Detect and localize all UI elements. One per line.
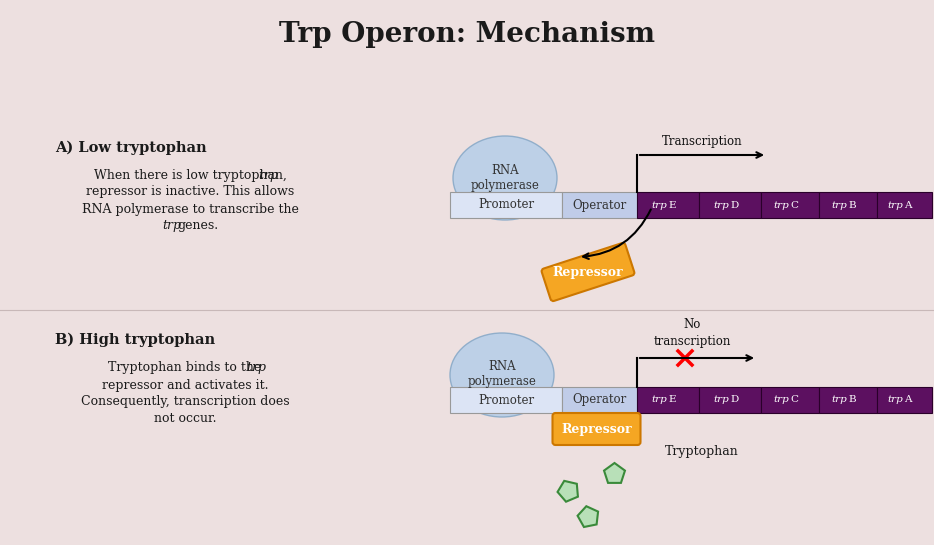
FancyBboxPatch shape (637, 387, 699, 413)
Text: E: E (668, 201, 675, 209)
Text: Consequently, transcription does: Consequently, transcription does (80, 396, 290, 409)
Text: trp: trp (651, 201, 667, 209)
Text: trp: trp (651, 396, 667, 404)
Text: RNA polymerase to transcribe the: RNA polymerase to transcribe the (81, 203, 299, 215)
Text: C: C (790, 396, 798, 404)
Text: trp: trp (831, 396, 847, 404)
FancyBboxPatch shape (699, 192, 761, 218)
Text: RNA: RNA (491, 164, 518, 177)
Text: Operator: Operator (573, 198, 627, 211)
FancyBboxPatch shape (562, 387, 637, 413)
Text: B) High tryptophan: B) High tryptophan (55, 333, 215, 347)
Text: A) Low tryptophan: A) Low tryptophan (55, 141, 206, 155)
Text: trp: trp (887, 396, 903, 404)
Text: Trp Operon: Mechanism: Trp Operon: Mechanism (279, 21, 655, 49)
Text: repressor and activates it.: repressor and activates it. (102, 378, 268, 391)
Text: polymerase: polymerase (471, 179, 540, 191)
FancyBboxPatch shape (553, 413, 641, 445)
Text: trp: trp (163, 220, 181, 233)
Text: A: A (904, 201, 912, 209)
Text: polymerase: polymerase (468, 376, 536, 389)
Text: B: B (848, 396, 856, 404)
Text: Operator: Operator (573, 393, 627, 407)
Text: Repressor: Repressor (553, 265, 623, 278)
Text: C: C (790, 201, 798, 209)
Text: genes.: genes. (177, 220, 219, 233)
FancyBboxPatch shape (637, 192, 699, 218)
Text: E: E (668, 396, 675, 404)
Text: trp: trp (773, 201, 789, 209)
Text: A: A (904, 396, 912, 404)
FancyBboxPatch shape (450, 387, 562, 413)
FancyBboxPatch shape (542, 243, 634, 301)
Text: trp: trp (714, 201, 729, 209)
Text: not occur.: not occur. (154, 413, 217, 426)
Text: Tryptophan binds to the: Tryptophan binds to the (108, 361, 262, 374)
Text: B: B (848, 201, 856, 209)
Text: Repressor: Repressor (561, 422, 631, 435)
Text: trp: trp (773, 396, 789, 404)
FancyBboxPatch shape (877, 192, 932, 218)
Text: trp: trp (243, 361, 266, 374)
Text: No
transcription: No transcription (653, 318, 730, 348)
Text: D: D (730, 396, 738, 404)
Polygon shape (558, 481, 578, 502)
Text: D: D (730, 201, 738, 209)
Text: Promoter: Promoter (478, 393, 534, 407)
Text: trp: trp (255, 168, 278, 181)
Text: Tryptophan: Tryptophan (664, 445, 738, 457)
FancyBboxPatch shape (761, 192, 819, 218)
Text: trp: trp (887, 201, 903, 209)
Text: repressor is inactive. This allows: repressor is inactive. This allows (86, 185, 294, 198)
Text: Promoter: Promoter (478, 198, 534, 211)
Polygon shape (577, 506, 598, 527)
FancyBboxPatch shape (877, 387, 932, 413)
FancyBboxPatch shape (819, 387, 877, 413)
Text: trp: trp (714, 396, 729, 404)
Ellipse shape (450, 333, 554, 417)
Text: RNA: RNA (488, 360, 516, 373)
FancyBboxPatch shape (450, 192, 562, 218)
Ellipse shape (453, 136, 557, 220)
FancyBboxPatch shape (699, 387, 761, 413)
FancyBboxPatch shape (761, 387, 819, 413)
FancyBboxPatch shape (562, 192, 637, 218)
Polygon shape (604, 463, 625, 483)
Text: When there is low tryptophan,: When there is low tryptophan, (93, 168, 287, 181)
Text: Transcription: Transcription (661, 136, 743, 148)
Text: trp: trp (831, 201, 847, 209)
FancyBboxPatch shape (819, 192, 877, 218)
